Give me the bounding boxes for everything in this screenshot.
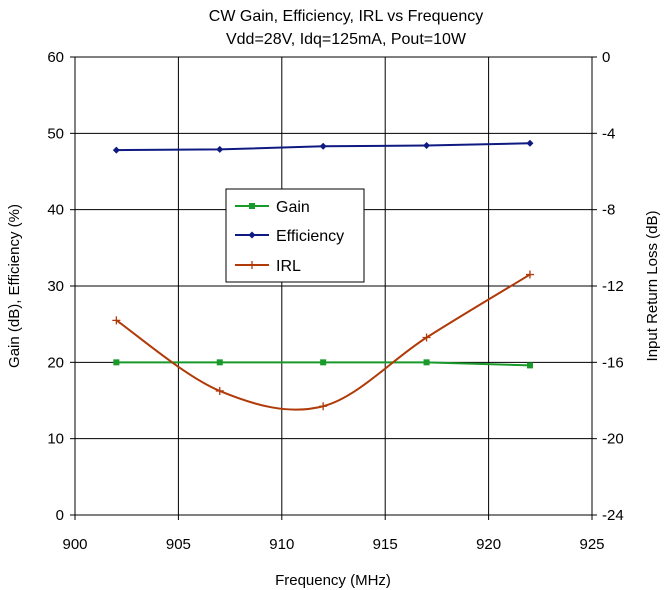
data-point-efficiency bbox=[216, 145, 224, 153]
legend-marker bbox=[248, 261, 256, 269]
y-axis-label: Gain (dB), Efficiency (%) bbox=[6, 204, 23, 368]
data-point-gain bbox=[113, 359, 120, 366]
data-point-efficiency bbox=[423, 142, 431, 150]
data-point-irl bbox=[112, 316, 121, 325]
y2-tick-label: -4 bbox=[602, 125, 615, 142]
data-point-gain bbox=[216, 359, 223, 366]
series-efficiency bbox=[112, 139, 534, 154]
series-irl bbox=[112, 270, 534, 411]
x-tick-label: 925 bbox=[579, 536, 604, 553]
x-tick-label: 905 bbox=[166, 536, 191, 553]
y-tick-label: 0 bbox=[56, 507, 64, 524]
axis-ticks: 900 905 910 915 920 925 0 10 20 30 40 50 60 -24 -20 -16… bbox=[47, 49, 623, 553]
y-tick-label: 60 bbox=[47, 49, 64, 66]
data-point-efficiency bbox=[112, 146, 120, 154]
data-point-efficiency bbox=[319, 142, 327, 150]
y2-tick-label: -16 bbox=[602, 354, 624, 371]
y2-tick-label: -20 bbox=[602, 431, 624, 448]
legend-label: Efficiency bbox=[276, 228, 344, 245]
data-point-gain bbox=[320, 359, 327, 366]
x-tick-label: 920 bbox=[476, 536, 501, 553]
x-axis-label: Frequency (MHz) bbox=[275, 572, 391, 589]
series-group bbox=[112, 139, 534, 411]
y-tick-label: 30 bbox=[47, 278, 64, 295]
y-tick-label: 50 bbox=[47, 125, 64, 142]
y2-tick-label: -12 bbox=[602, 278, 624, 295]
legend-marker bbox=[249, 203, 255, 209]
data-point-gain bbox=[423, 359, 430, 366]
y-tick-label: 10 bbox=[47, 431, 64, 448]
y-tick-label: 40 bbox=[47, 202, 64, 219]
x-tick-label: 915 bbox=[373, 536, 398, 553]
chart-title: CW Gain, Efficiency, IRL vs Frequency bbox=[209, 8, 483, 25]
legend: Gain Efficiency IRL bbox=[225, 188, 365, 283]
legend-entries: Gain Efficiency IRL bbox=[235, 199, 344, 275]
data-point-efficiency bbox=[526, 139, 534, 147]
x-tick-label: 910 bbox=[269, 536, 294, 553]
data-point-irl bbox=[525, 270, 534, 279]
x-tick-label: 900 bbox=[62, 536, 87, 553]
legend-label: IRL bbox=[276, 258, 301, 275]
chart-subtitle: Vdd=28V, Idq=125mA, Pout=10W bbox=[226, 31, 467, 48]
y2-axis-label: Input Return Loss (dB) bbox=[644, 211, 661, 362]
y-tick-label: 20 bbox=[47, 354, 64, 371]
legend-label: Gain bbox=[276, 199, 310, 216]
legend-marker bbox=[248, 231, 256, 239]
data-point-irl bbox=[422, 333, 431, 342]
y2-tick-label: -24 bbox=[602, 507, 624, 524]
series-gain bbox=[113, 359, 533, 369]
data-point-irl bbox=[215, 386, 224, 395]
data-point-irl bbox=[319, 402, 328, 411]
y2-tick-label: 0 bbox=[602, 49, 610, 66]
data-point-gain bbox=[526, 362, 533, 369]
y2-tick-label: -8 bbox=[602, 202, 615, 219]
